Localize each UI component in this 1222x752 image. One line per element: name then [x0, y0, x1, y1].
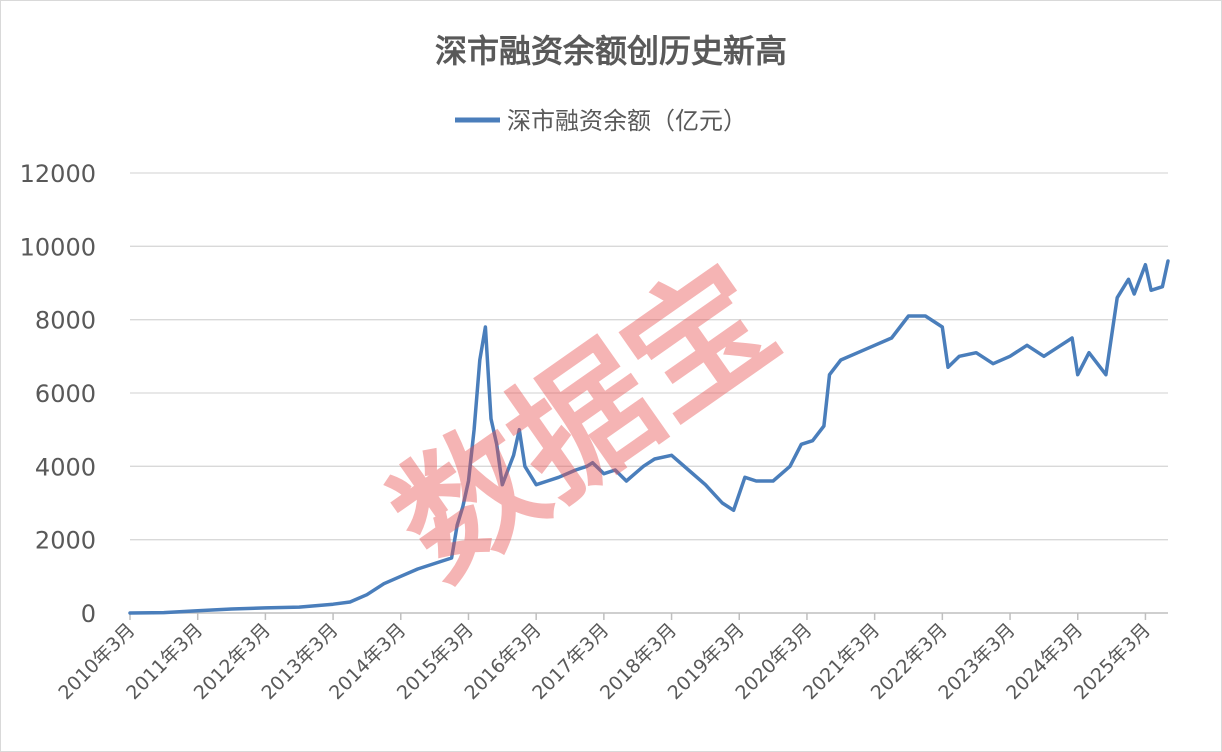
y-tick-label: 0 [81, 600, 96, 628]
y-tick-label: 12000 [20, 160, 96, 188]
gridlines [130, 172, 1168, 541]
legend-label: 深市融资余额（亿元） [507, 107, 747, 135]
y-tick-label: 2000 [35, 527, 96, 555]
series-line [128, 259, 1170, 615]
y-tick-label: 6000 [35, 380, 96, 408]
y-tick-label: 10000 [20, 233, 96, 261]
legend: 深市融资余额（亿元） [455, 107, 747, 135]
x-axis: 2010年3月2011年3月2012年3月2013年3月2014年3月2015年… [54, 612, 1168, 704]
watermark-text: 数据宝 [366, 235, 804, 609]
chart-title: 深市融资余额创历史新高 [435, 32, 787, 70]
y-tick-label: 8000 [35, 307, 96, 335]
y-axis: 0 2000 4000 6000 8000 10000 12000 [20, 160, 96, 628]
y-tick-label: 4000 [35, 453, 96, 481]
